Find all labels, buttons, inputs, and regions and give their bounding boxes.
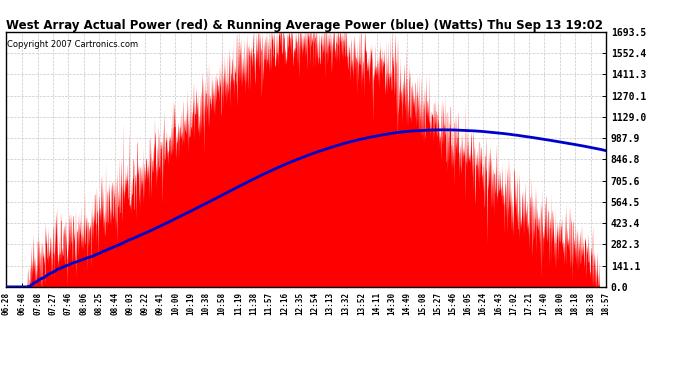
Text: West Array Actual Power (red) & Running Average Power (blue) (Watts) Thu Sep 13 : West Array Actual Power (red) & Running … [6, 19, 602, 32]
Text: Copyright 2007 Cartronics.com: Copyright 2007 Cartronics.com [7, 39, 138, 48]
